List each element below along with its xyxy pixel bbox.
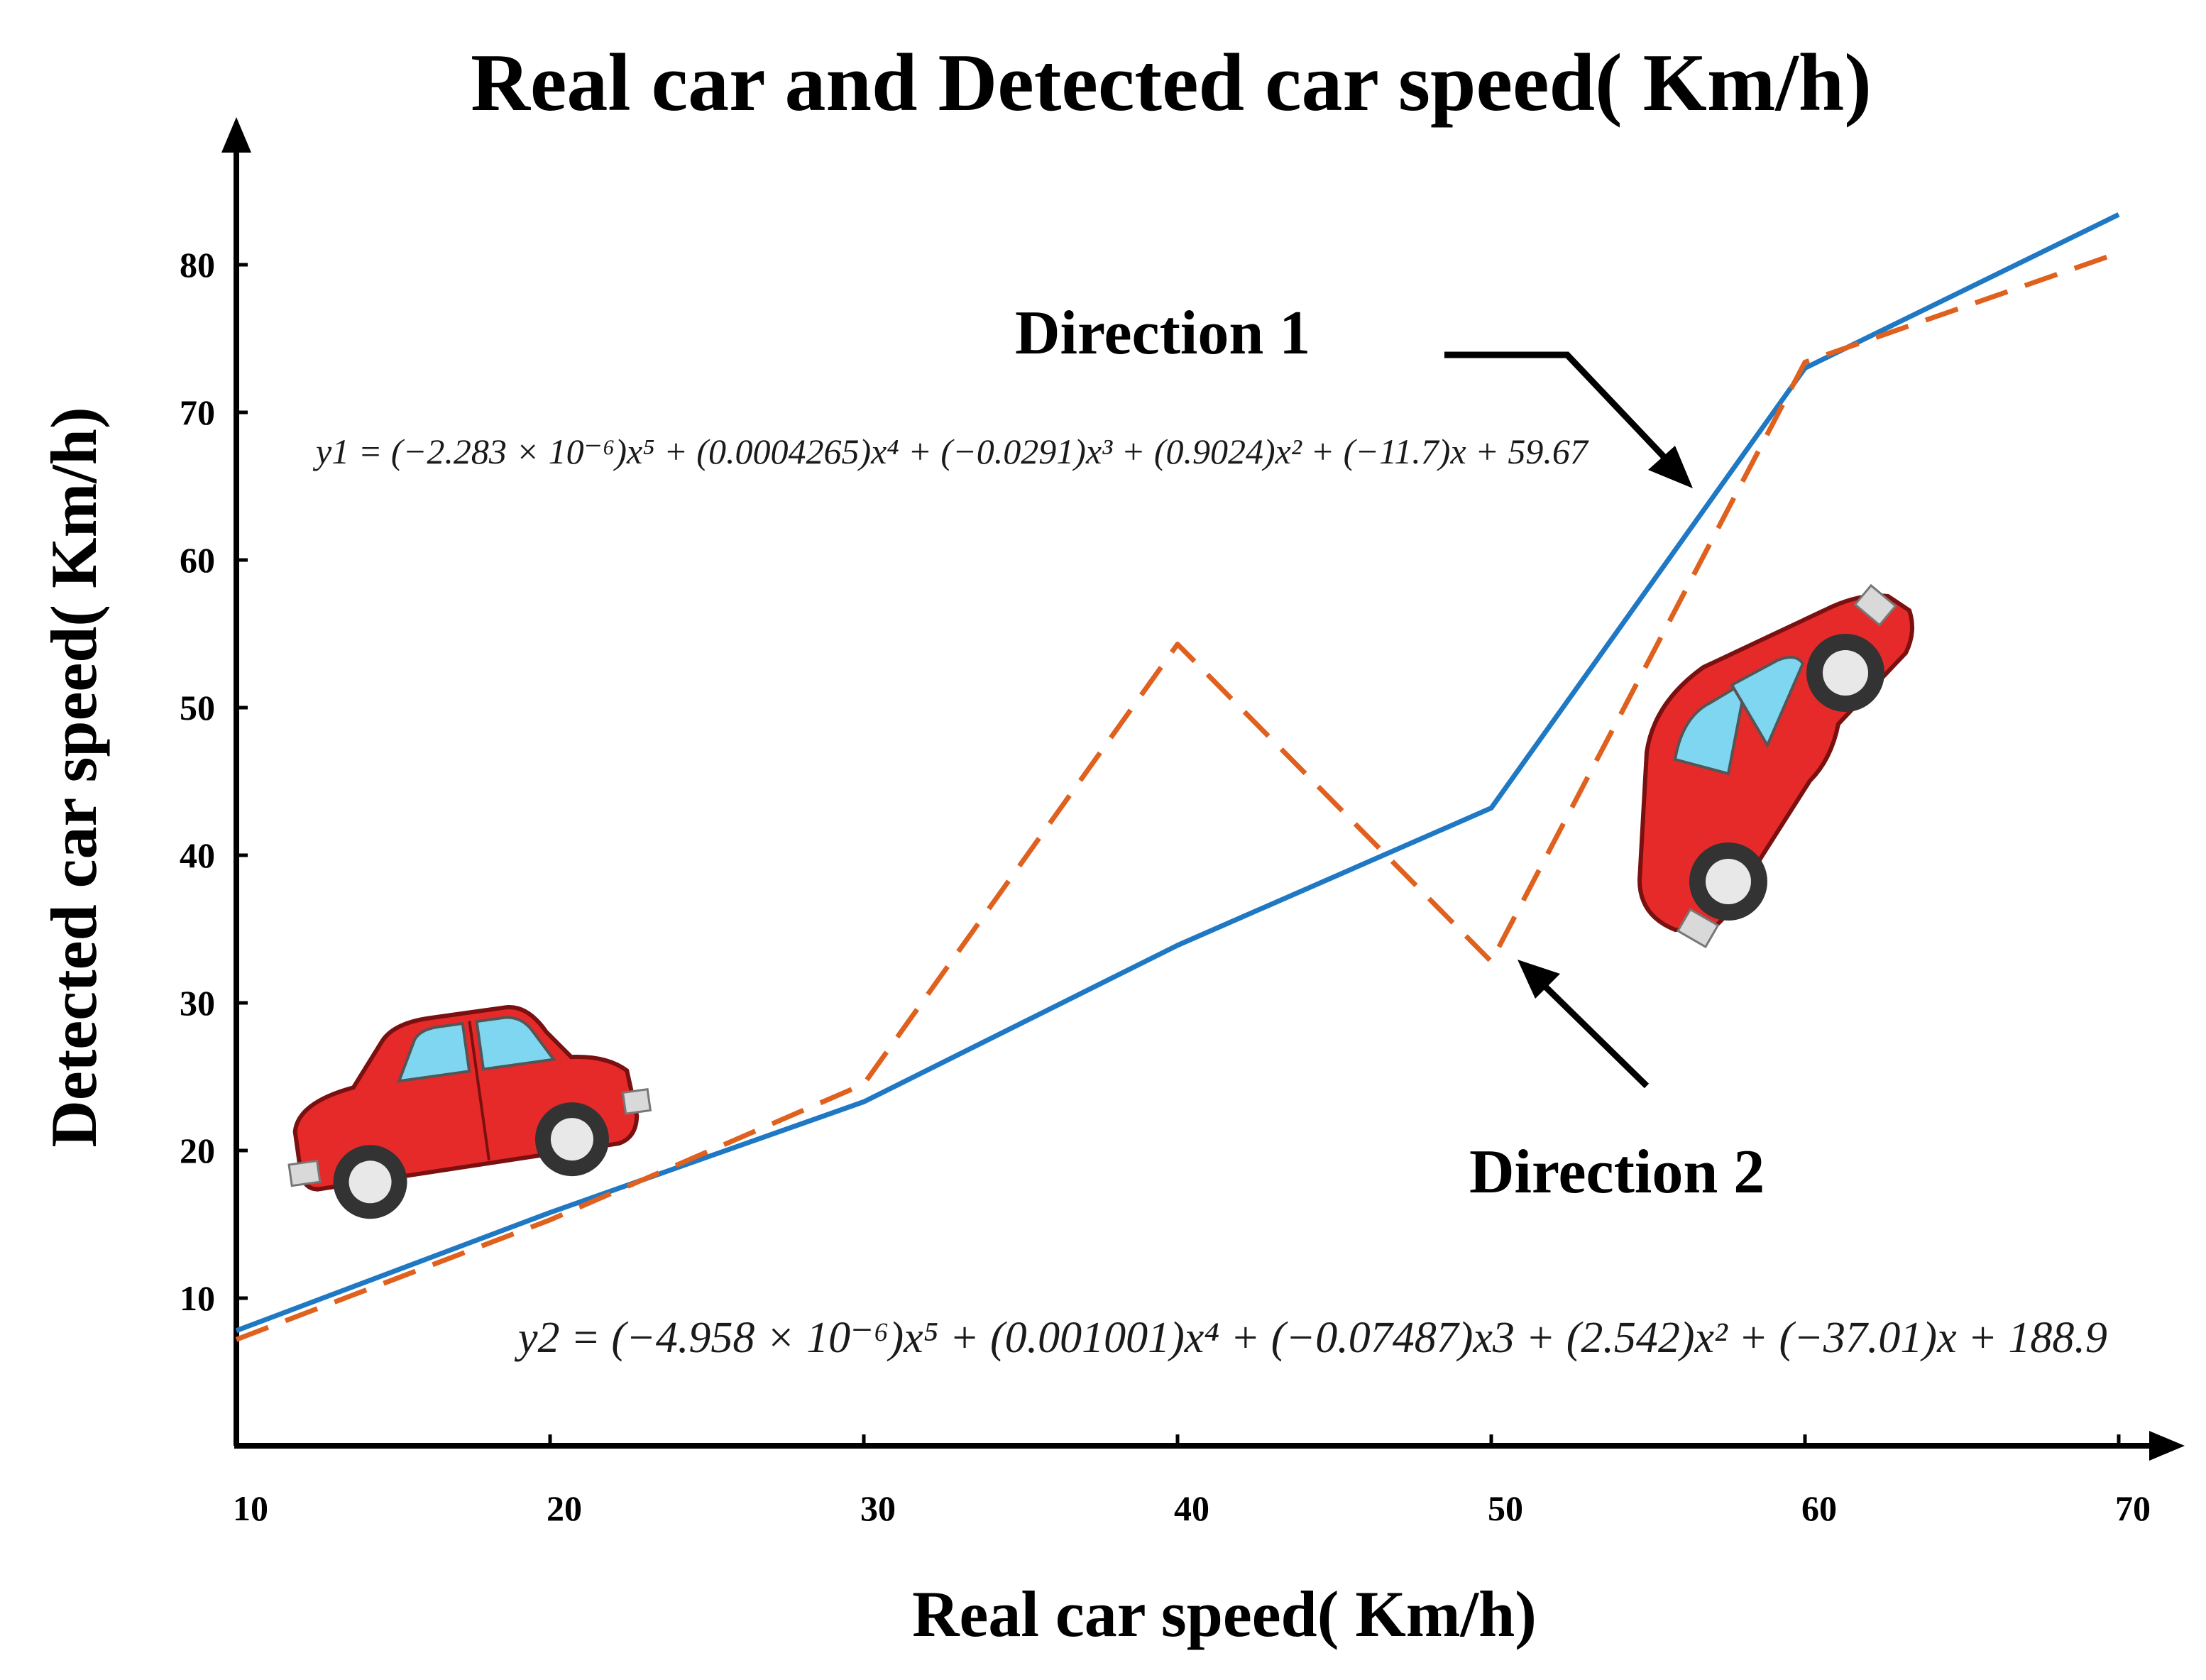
series-layer [235,212,2120,1342]
series-line-2 [235,251,2120,1342]
x-tick-label: 20 [547,1488,582,1528]
series-line-1 [235,212,2120,1334]
y-tick-label: 60 [180,540,215,580]
y-tick-label: 50 [180,688,215,728]
y-tick-label: 20 [180,1131,215,1170]
x-tick-label: 40 [1174,1488,1209,1528]
axes [234,146,2158,1449]
x-tick-label: 30 [860,1488,896,1528]
y-axis-arrowhead [221,117,251,153]
y-axis-label: Detected car speed( Km/h) [38,407,110,1147]
direction-1-arrow [1444,351,1693,488]
direction-2-arrow [1518,960,1650,1089]
x-tick-label: 10 [233,1488,268,1528]
equation-y2: y2 = (−4.958 × 10⁻⁶)x⁵ + (0.001001)x⁴ + … [514,1314,2107,1362]
chart-title: Real car and Detected car speed( Km/h) [471,38,1872,128]
y-tick-label: 70 [180,392,215,432]
y-tick-label: 80 [180,245,215,285]
direction-1-label: Direction 1 [1015,299,1310,368]
x-axis-arrowhead [2149,1431,2185,1461]
red-car-tilted-icon [1637,583,1914,949]
equation-y1: y1 = (−2.283 × 10⁻⁶)x⁵ + (0.0004265)x⁴ +… [312,432,1589,471]
y-tick-label: 10 [180,1278,215,1318]
x-tick-label: 60 [1801,1488,1837,1528]
x-tick-label: 50 [1488,1488,1523,1528]
x-axis-label: Real car speed( Km/h) [912,1578,1537,1650]
direction-2-label: Direction 2 [1469,1138,1765,1207]
y-tick-label: 30 [180,983,215,1023]
x-tick-label: 70 [2115,1488,2151,1528]
axis-ticks: 10 20 30 40 50 60 70 10 20 30 40 50 60 70 80 [180,245,2151,1528]
y-tick-label: 40 [180,835,215,875]
red-car-icon [287,1005,652,1219]
